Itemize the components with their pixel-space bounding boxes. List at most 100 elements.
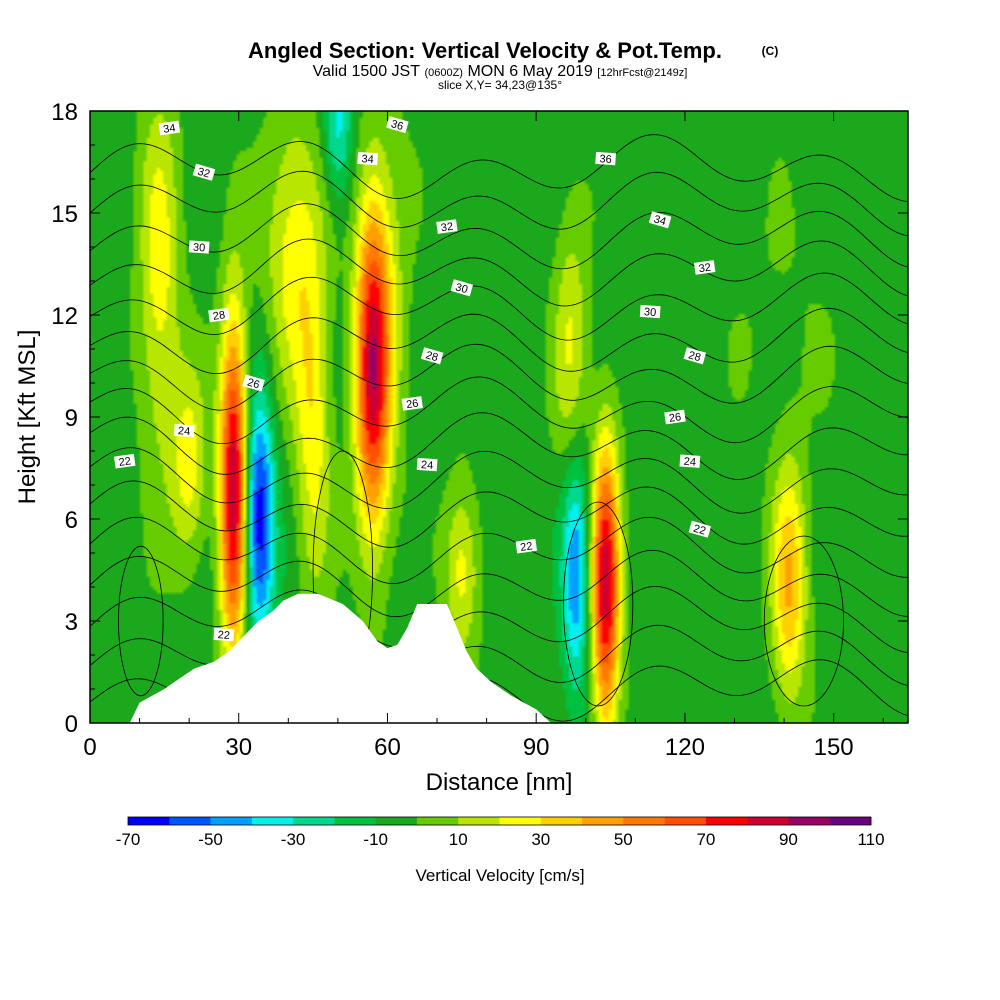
contour-label-text: 30 — [644, 306, 657, 319]
contour-label: 24 — [173, 423, 195, 438]
theta-contour-line — [90, 516, 908, 585]
contour-label-text: 24 — [683, 456, 696, 469]
colorbar-swatch — [540, 817, 583, 825]
y-tick-label: 18 — [51, 99, 78, 126]
theta-contour-line — [90, 134, 908, 202]
contour-label-text: 22 — [118, 455, 132, 469]
y-tick-label: 9 — [65, 405, 78, 432]
slice-info: slice X,Y= 34,23@135° — [438, 78, 562, 92]
colorbar-tick-label: 90 — [779, 830, 798, 849]
colorbar: -70 -50 -30 -10 10 30 50 70 90 110 — [116, 816, 885, 849]
contour-label: 32 — [693, 260, 716, 276]
theta-contour-line — [90, 585, 908, 654]
contour-label: 30 — [450, 279, 474, 297]
contour-label-text: 34 — [163, 122, 177, 136]
colorbar-frame — [127, 816, 872, 826]
theta-contour-line — [90, 412, 908, 480]
x-tick-label: 0 — [83, 734, 96, 761]
colorbar-swatch — [293, 817, 335, 825]
colorbar-tick-label: -10 — [363, 830, 388, 849]
contour-label: 26 — [664, 409, 686, 425]
colorbar-tick-label: 50 — [614, 830, 633, 849]
colorbar-swatch — [623, 817, 665, 825]
contour-label: 36 — [386, 116, 409, 134]
contour-label: 22 — [113, 453, 136, 469]
contour-label-text: 28 — [212, 309, 226, 323]
contour-label-text: 22 — [692, 523, 707, 538]
theta-contour-line — [90, 447, 908, 514]
y-axis: 0 36 9 12 15 18 — [51, 99, 908, 738]
contour-label: 36 — [595, 151, 616, 166]
colorbar-tick-label: 70 — [696, 830, 715, 849]
contour-label-text: 22 — [217, 629, 230, 642]
colorbar-swatch — [747, 817, 789, 825]
chart-subtitle: Valid 1500 JST (0600Z) MON 6 May 2019 [1… — [313, 63, 688, 80]
theta-contour-line — [90, 272, 908, 341]
contour-label-text: 26 — [246, 377, 261, 392]
colorbar-swatch — [128, 817, 170, 825]
valid-date: MON 6 May 2019 — [467, 63, 592, 80]
theta-contour-line — [90, 480, 908, 548]
contour-label-text: 28 — [424, 349, 439, 364]
colorbar-swatch — [829, 817, 872, 825]
contour-label: 26 — [242, 374, 265, 392]
contour-label-text: 22 — [520, 540, 534, 554]
theta-contour-line — [90, 238, 908, 307]
contour-label: 22 — [688, 520, 712, 538]
theta-contour-line — [90, 170, 908, 237]
theta-contour-line — [563, 501, 634, 707]
colorbar-swatch — [210, 817, 253, 825]
contour-label: 34 — [648, 211, 672, 229]
theta-contour-line — [763, 535, 844, 707]
y-tick-label: 15 — [51, 201, 78, 228]
contour-label: 34 — [357, 151, 378, 166]
colorbar-swatch — [582, 817, 624, 825]
contour-label: 28 — [420, 347, 444, 365]
contour-label: 24 — [679, 454, 701, 469]
contour-label: 28 — [208, 307, 230, 323]
contour-label-text: 34 — [652, 213, 667, 228]
chart-title: Angled Section: Vertical Velocity & Pot.… — [248, 38, 722, 63]
colorbar-swatch — [375, 817, 418, 825]
theta-contour-line — [90, 549, 908, 618]
contour-label-text: 24 — [178, 425, 191, 438]
theta-contour-line — [90, 307, 908, 374]
theta-contour-line — [118, 545, 164, 697]
contour-label-text: 34 — [361, 153, 374, 166]
contour-label-text: 32 — [196, 166, 211, 181]
contour-label-text: 36 — [390, 118, 405, 133]
contour-label: 28 — [683, 347, 707, 365]
chart-title-suffix: (C) — [762, 44, 779, 58]
colorbar-swatch — [334, 817, 376, 825]
colorbar-swatch — [251, 817, 294, 825]
colorbar-label: Vertical Velocity [cm/s] — [415, 866, 584, 885]
x-tick-label: 120 — [665, 734, 705, 761]
colorbar-swatch — [169, 817, 211, 825]
colorbar-tick-label: 10 — [449, 830, 468, 849]
title-block: Angled Section: Vertical Velocity & Pot.… — [248, 38, 778, 92]
theta-contours — [90, 134, 908, 722]
colorbar-tick-label: -70 — [116, 830, 141, 849]
contour-label: 22 — [213, 627, 235, 642]
contour-label: 26 — [401, 396, 423, 411]
contour-label-text: 26 — [668, 411, 682, 425]
x-axis-label: Distance [nm] — [426, 769, 573, 796]
forecast-info: [12hrFcst@2149z] — [597, 67, 687, 79]
y-tick-label: 0 — [65, 711, 78, 738]
colorbar-swatch — [788, 817, 831, 825]
y-tick-label: 3 — [65, 609, 78, 636]
contour-label-text: 30 — [193, 242, 206, 255]
y-tick-label: 12 — [51, 303, 78, 330]
plot-area: 22 24 26 28 30 32 34 22 28 26 24 30 32 34 36 22 36 34 32 30… — [90, 111, 908, 723]
colorbar-tick-label: -50 — [198, 830, 223, 849]
contour-label-text: 36 — [599, 153, 612, 166]
colorbar-swatch — [664, 817, 707, 825]
contour-label: 22 — [515, 538, 538, 554]
theta-contour-line — [90, 203, 908, 270]
colorbar-swatch — [416, 817, 459, 825]
valid-time: Valid 1500 JST — [313, 63, 421, 80]
x-tick-label: 150 — [814, 734, 854, 761]
contour-label-text: 32 — [698, 262, 712, 276]
contour-label: 30 — [188, 240, 210, 255]
